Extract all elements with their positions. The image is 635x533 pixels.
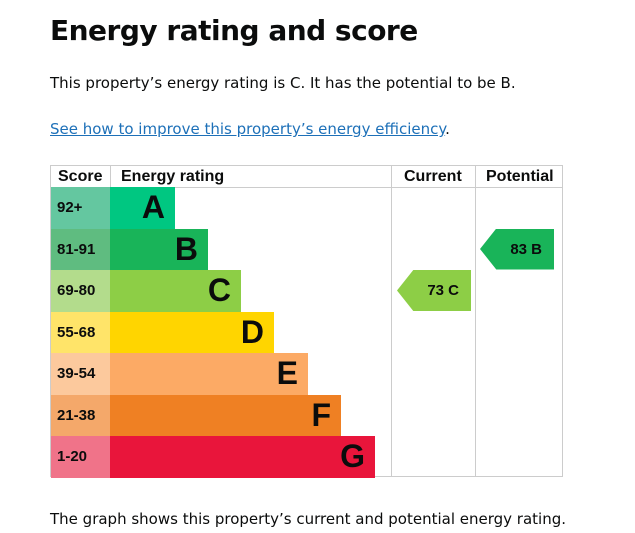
score-range-g: 1-20 <box>51 436 110 478</box>
page-title: Energy rating and score <box>50 14 418 47</box>
improve-link-line: See how to improve this property’s energ… <box>50 120 450 138</box>
header-energy-rating: Energy rating <box>121 168 225 185</box>
score-range-c: 69-80 <box>51 270 110 312</box>
rating-bar-e: E <box>110 353 308 395</box>
rating-bar-b: B <box>110 228 208 270</box>
improve-efficiency-link[interactable]: See how to improve this property’s energ… <box>50 120 446 138</box>
divider <box>391 166 392 476</box>
score-range-d: 55-68 <box>51 311 110 353</box>
rating-bar-a: A <box>110 187 175 229</box>
divider <box>475 166 476 476</box>
chart-caption: The graph shows this property’s current … <box>50 510 566 528</box>
link-suffix: . <box>445 120 450 138</box>
header-score: Score <box>58 168 103 185</box>
energy-rating-chart: Score Energy rating Current Potential 92… <box>50 165 563 478</box>
rating-bar-g: G <box>110 436 375 478</box>
score-range-a: 92+ <box>51 187 110 229</box>
score-range-f: 21-38 <box>51 394 110 436</box>
score-range-e: 39-54 <box>51 353 110 395</box>
header-current: Current <box>404 168 462 185</box>
rating-summary: This property’s energy rating is C. It h… <box>50 74 516 92</box>
current-rating-arrow: 73 C <box>397 270 471 311</box>
rating-bar-f: F <box>110 394 341 436</box>
potential-rating-arrow: 83 B <box>480 228 554 270</box>
rating-bar-c: C <box>110 270 241 312</box>
score-range-b: 81-91 <box>51 228 110 270</box>
rating-bar-d: D <box>110 311 274 353</box>
header-potential: Potential <box>486 168 554 185</box>
header-divider <box>51 187 562 188</box>
